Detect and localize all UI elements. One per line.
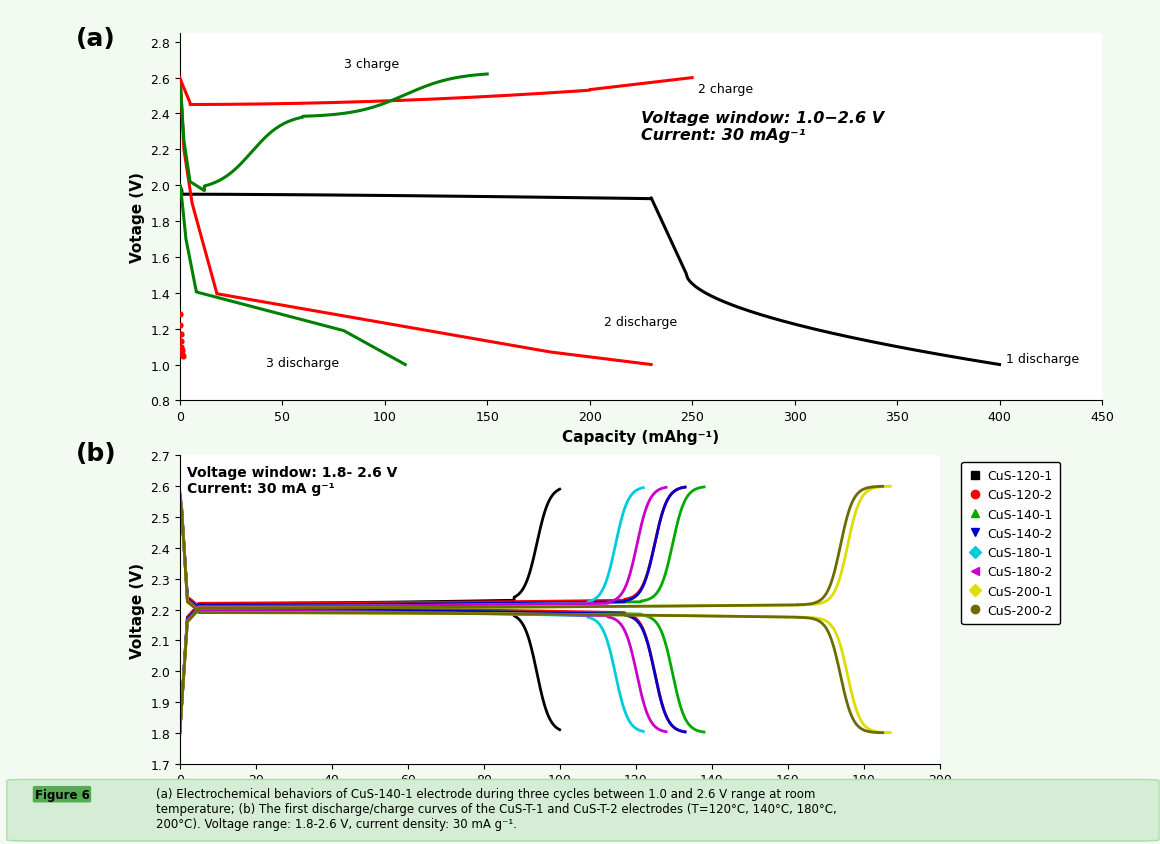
Text: 2 charge: 2 charge	[698, 83, 753, 96]
Point	[171, 319, 189, 333]
Legend: CuS-120-1, CuS-120-2, CuS-140-1, CuS-140-2, CuS-180-1, CuS-180-2, CuS-200-1, CuS: CuS-120-1, CuS-120-2, CuS-140-1, CuS-140…	[960, 462, 1060, 625]
Point	[172, 327, 190, 341]
FancyBboxPatch shape	[7, 780, 1159, 841]
Text: Figure 6: Figure 6	[35, 787, 89, 801]
Text: Voltage window: 1.8- 2.6 V
Current: 30 mA g⁻¹: Voltage window: 1.8- 2.6 V Current: 30 m…	[188, 465, 398, 495]
Point	[171, 308, 189, 322]
Text: (a) Electrochemical behaviors of CuS-140-1 electrode during three cycles between: (a) Electrochemical behaviors of CuS-140…	[157, 787, 838, 830]
Text: 3 discharge: 3 discharge	[266, 357, 339, 370]
Text: 1 discharge: 1 discharge	[1006, 352, 1079, 365]
Text: 3 charge: 3 charge	[343, 57, 399, 71]
Y-axis label: Votage (V): Votage (V)	[130, 172, 145, 262]
Text: (b): (b)	[75, 441, 116, 465]
X-axis label: Capacity (mAhg⁻¹): Capacity (mAhg⁻¹)	[563, 429, 719, 444]
Y-axis label: Voltage (V): Voltage (V)	[130, 562, 145, 657]
Point	[173, 348, 191, 361]
Text: 2 discharge: 2 discharge	[604, 316, 677, 328]
Text: Voltage window: 1.0−2.6 V
Current: 30 mAg⁻¹: Voltage window: 1.0−2.6 V Current: 30 mA…	[641, 111, 884, 143]
Point	[172, 335, 190, 349]
Point	[173, 349, 191, 363]
X-axis label: Capacity (mAh g⁻¹): Capacity (mAh g⁻¹)	[479, 792, 640, 807]
Point	[172, 340, 190, 354]
Point	[173, 344, 191, 358]
Text: (a): (a)	[75, 28, 115, 51]
